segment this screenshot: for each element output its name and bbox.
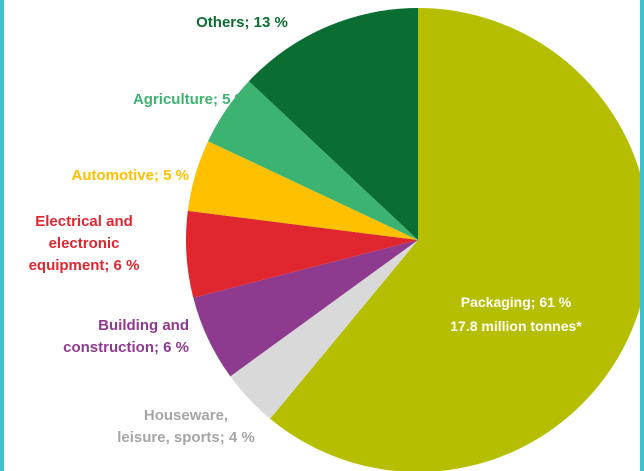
slice-label-line: 17.8 million tonnes* [450, 318, 582, 334]
slice-label-line: equipment; 6 % [29, 257, 140, 274]
slice-label-building-and: Building and construction; 6 % [63, 317, 189, 356]
pie-slice-others-13 [248, 8, 418, 240]
slice-label-line: Others; 13 % [196, 14, 288, 31]
slice-label-line: construction; 6 % [63, 339, 189, 356]
pie-slice-agriculture-5 [208, 81, 418, 240]
slice-label-packaging-61: Packaging; 61 % 17.8 million tonnes* [450, 294, 582, 334]
pie-slice-automotive-5 [187, 141, 418, 240]
pie-slice-houseware [230, 240, 418, 419]
slice-label-houseware: Houseware, leisure, sports; 4 % [117, 407, 255, 446]
pie-slice-packaging-61 [270, 8, 640, 471]
slice-label-line: electronic [49, 235, 120, 252]
slice-label-agriculture-5: Agriculture; 5 % [133, 91, 248, 108]
slice-label-others-13: Others; 13 % [196, 14, 288, 31]
pie-slice-electrical-and [186, 210, 418, 298]
slice-label-line: Agriculture; 5 % [133, 91, 248, 108]
slice-label-line: Automotive; 5 % [71, 167, 189, 184]
slice-label-line: Houseware, [144, 407, 228, 424]
slice-label-line: Building and [98, 317, 189, 334]
slice-label-line: Packaging; 61 % [461, 294, 572, 310]
slice-label-line: Electrical and [35, 213, 133, 230]
slice-label-line: leisure, sports; 4 % [117, 429, 255, 446]
pie-chart: Packaging; 61 % 17.8 million tonnes* House… [29, 8, 640, 471]
slice-label-automotive-5: Automotive; 5 % [71, 167, 189, 184]
pie-slice-building-and [193, 240, 418, 377]
slice-label-electrical-and: Electrical and electronic equipment; 6 % [29, 213, 140, 274]
